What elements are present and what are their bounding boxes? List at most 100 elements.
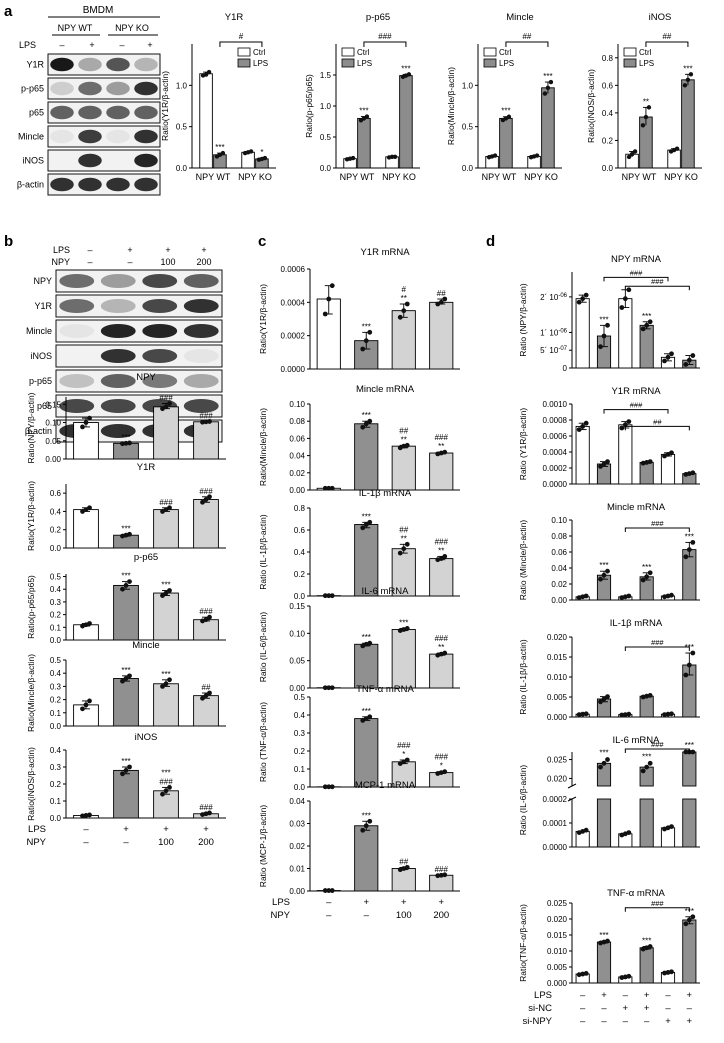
y-tick-label: 0.00 bbox=[289, 684, 305, 693]
blot-band bbox=[106, 57, 130, 72]
y-tick-label: 0.08 bbox=[551, 532, 567, 541]
significance-label: * bbox=[440, 762, 443, 771]
data-point bbox=[360, 827, 366, 833]
y-tick-label: 0.05 bbox=[289, 657, 305, 666]
data-point bbox=[598, 576, 603, 582]
blot-row-label: p65 bbox=[29, 108, 44, 118]
significance-label: ## bbox=[399, 857, 408, 866]
data-point bbox=[619, 305, 625, 310]
bar bbox=[193, 695, 219, 727]
blot-band bbox=[78, 153, 102, 168]
blot-band bbox=[106, 81, 130, 96]
blot-strip bbox=[47, 125, 161, 148]
bar bbox=[153, 406, 179, 460]
blot-band bbox=[59, 273, 95, 289]
data-point bbox=[163, 590, 169, 596]
data-point bbox=[127, 579, 132, 585]
y-tick-label: 0.2 bbox=[294, 570, 306, 579]
y-tick-label: 0.3 bbox=[50, 682, 62, 691]
condition-label: si-NC bbox=[528, 1003, 552, 1014]
y-tick-label: 0.0004 bbox=[543, 448, 568, 457]
data-point bbox=[207, 690, 212, 696]
significance-label: *** bbox=[642, 752, 651, 761]
y-tick-label: 0.08 bbox=[289, 417, 305, 426]
lps-mark: + bbox=[89, 40, 94, 50]
data-point bbox=[200, 695, 205, 701]
significance-label: *** bbox=[121, 572, 130, 581]
significance-label: *** bbox=[599, 931, 608, 940]
chart-d3: Mincle mRNA Ratio (Mincle/β-actin) 0.00 0.0… bbox=[518, 502, 700, 605]
y-tick-label: 1´ 10-06 bbox=[540, 328, 568, 337]
npy-mark: 200 bbox=[198, 837, 214, 848]
bracket-label: ### bbox=[651, 740, 664, 749]
data-point bbox=[163, 681, 169, 687]
lps-mark: + bbox=[163, 824, 169, 835]
condition-mark: – bbox=[580, 1016, 586, 1027]
lps-mark: + bbox=[165, 245, 170, 255]
data-point bbox=[605, 694, 610, 699]
comparison-bracket bbox=[624, 646, 690, 651]
data-point bbox=[646, 105, 652, 110]
data-point bbox=[406, 72, 412, 77]
data-point bbox=[690, 540, 696, 545]
blot-group-label: NPY KO bbox=[115, 23, 149, 33]
panel-label-b: b bbox=[4, 233, 13, 250]
y-axis-label: Ratio(Mincle/β-actin) bbox=[26, 654, 36, 732]
chart-title: p-p65 bbox=[366, 12, 390, 23]
y-tick-label: 0.5 bbox=[50, 573, 62, 582]
y-tick-label: 0.020 bbox=[547, 633, 568, 642]
blot-row-label: p-p65 bbox=[21, 84, 44, 94]
significance-label: *** bbox=[121, 433, 130, 442]
data-point bbox=[200, 499, 205, 505]
y-tick-label: 0.0 bbox=[462, 164, 474, 173]
blot-band bbox=[50, 129, 74, 144]
condition-mark: – bbox=[580, 1003, 586, 1014]
data-point bbox=[605, 322, 610, 328]
data-point bbox=[690, 470, 696, 476]
y-tick-label: 0.000 bbox=[547, 713, 568, 722]
x-tick-label: NPY WT bbox=[622, 172, 657, 182]
data-point bbox=[626, 973, 632, 979]
data-point bbox=[167, 588, 172, 593]
condition-mark: + bbox=[623, 1003, 629, 1014]
bar bbox=[391, 868, 416, 892]
condition-mark: – bbox=[601, 1003, 607, 1014]
y-axis-label: Ratio(NPY/β-actin) bbox=[26, 392, 36, 463]
legend-swatch bbox=[623, 58, 637, 68]
data-point bbox=[644, 322, 650, 328]
data-point bbox=[442, 650, 448, 656]
data-point bbox=[404, 864, 410, 870]
data-point bbox=[619, 425, 625, 431]
data-point bbox=[647, 319, 653, 325]
y-tick-label: 0.15 bbox=[45, 400, 61, 409]
data-point bbox=[647, 693, 653, 698]
data-point bbox=[127, 673, 132, 679]
data-point bbox=[404, 541, 410, 547]
y-tick-label: 0.03 bbox=[289, 820, 305, 829]
comparison-bracket bbox=[505, 41, 549, 47]
data-point bbox=[87, 698, 92, 704]
y-tick-label: 0.5 bbox=[294, 693, 306, 702]
y-axis-label: Ratio (IL-1β/β-actin) bbox=[258, 514, 268, 590]
y-tick-label: 1.0 bbox=[176, 81, 188, 90]
significance-label: ### bbox=[435, 634, 449, 643]
legend-label: Ctrl bbox=[253, 48, 266, 57]
bar bbox=[399, 75, 413, 169]
blot-row-label: β-actin bbox=[17, 180, 44, 190]
y-tick-label: 0.4 bbox=[602, 109, 614, 118]
y-axis-label: Ratio(Y1R/β-actin) bbox=[258, 284, 268, 354]
condition-rows: LPS NPY – – + – +100 +200 LPS NPY – – + – +100 +200 LPS –… bbox=[26, 824, 692, 1027]
data-point bbox=[203, 497, 209, 502]
y-tick-label: 0.2 bbox=[294, 747, 306, 756]
significance-label: *** bbox=[683, 64, 692, 73]
blot-band bbox=[59, 398, 95, 414]
significance-label: *** bbox=[642, 312, 651, 321]
chart-d4: IL-1β mRNA Ratio (IL-1β/β-actin) 0.000 0.00… bbox=[518, 618, 700, 722]
data-point bbox=[120, 441, 125, 447]
y-tick-label: 0.4 bbox=[294, 711, 306, 720]
data-point bbox=[438, 872, 444, 878]
data-point bbox=[688, 72, 694, 77]
significance-label: *** bbox=[401, 64, 410, 73]
blot-band bbox=[59, 298, 95, 314]
y-axis-label: Ratio(Y1R/β-actin) bbox=[26, 481, 36, 551]
